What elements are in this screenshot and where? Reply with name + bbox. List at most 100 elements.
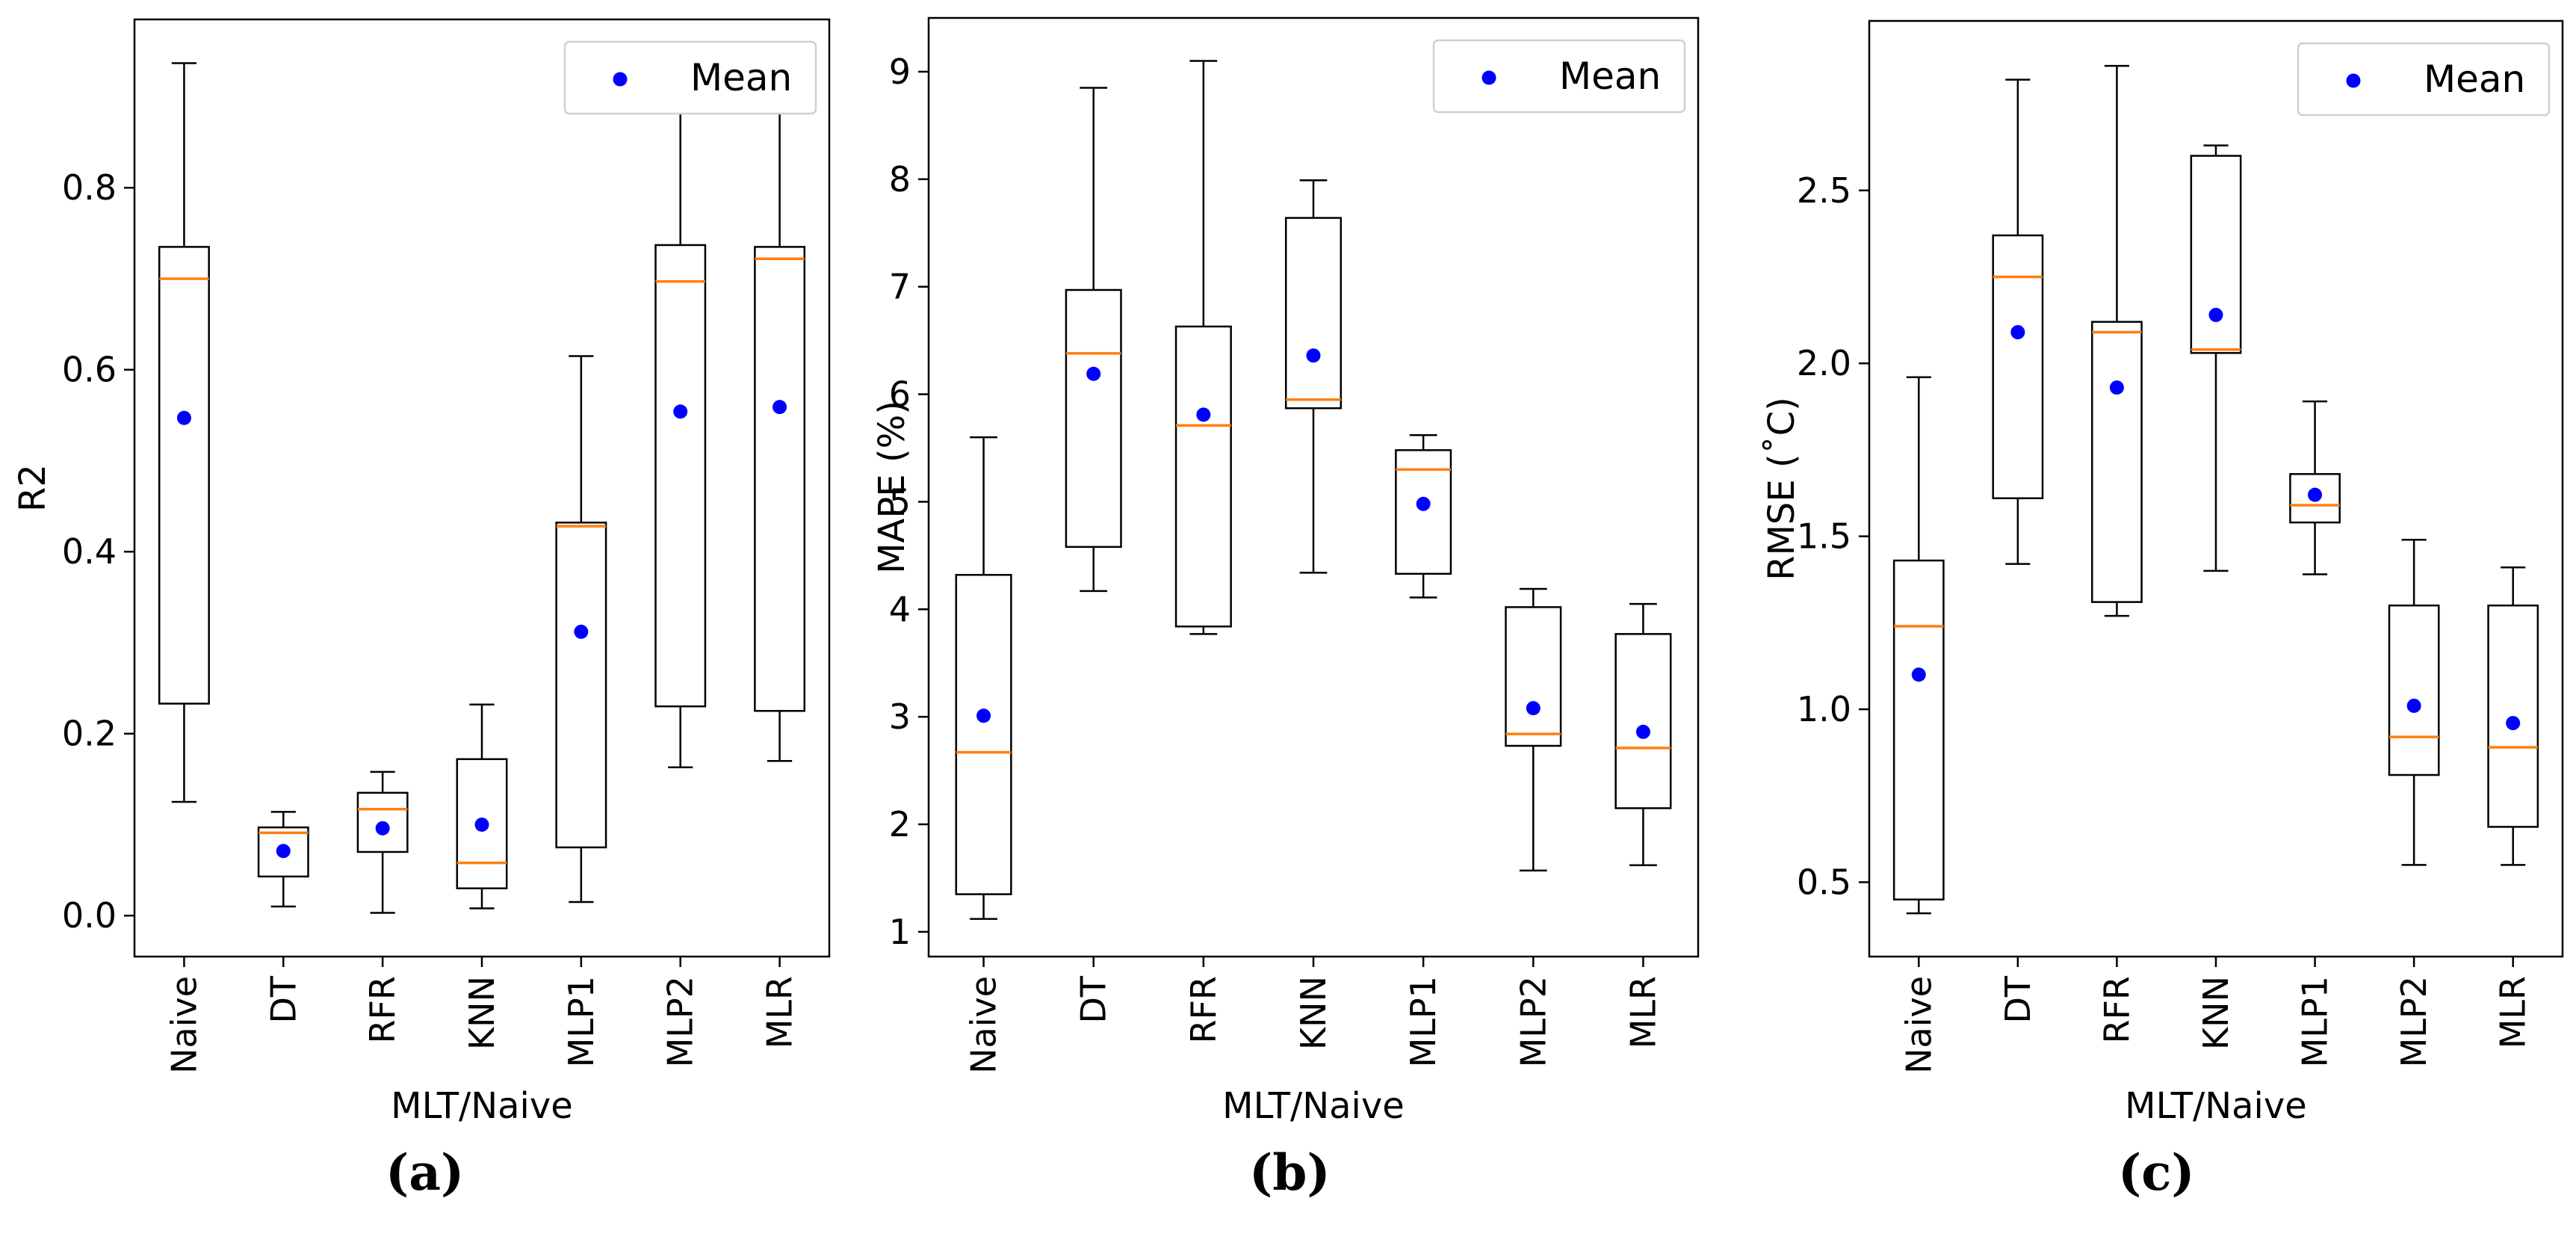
iqr-box <box>1174 325 1232 628</box>
x-tick-label: MLP2 <box>1513 976 1553 1067</box>
iqr-box <box>2388 604 2440 776</box>
x-tick-label: MLP2 <box>2394 976 2434 1067</box>
x-tick-label: MLP2 <box>660 976 701 1067</box>
y-tick-label: 1.0 <box>1797 689 1851 729</box>
box-rfr <box>1174 60 1232 635</box>
iqr-box <box>654 244 707 708</box>
y-tick-label: 0.2 <box>62 714 117 754</box>
iqr-box <box>555 522 607 849</box>
mean-marker <box>1306 348 1321 363</box>
chart-panel-2: 1 2 3 4 5 6 7 8 9 Naive DT RFR KNN MLP1 MLP2 MLR MLT/Nai… <box>871 16 1700 1127</box>
y-tick-label: 3 <box>889 697 911 737</box>
legend-label: Mean <box>2424 58 2525 101</box>
box-rfr <box>356 770 409 914</box>
mean-marker <box>474 817 489 832</box>
x-tick-label: KNN <box>2196 976 2236 1050</box>
legend-mean-marker <box>2346 73 2361 88</box>
box-mlr <box>754 56 806 762</box>
y-tick-label: 8 <box>889 159 911 200</box>
y-tick-label: 0.4 <box>62 531 117 572</box>
mean-marker <box>2308 487 2323 502</box>
box-naive <box>955 436 1012 920</box>
y-tick-label: 9 <box>889 52 911 92</box>
y-tick-label: 0.0 <box>62 895 117 936</box>
y-tick-label: 4 <box>889 589 911 629</box>
x-tick-label: KNN <box>462 976 502 1050</box>
y-tick-label: 6 <box>889 374 911 415</box>
y-axis-label: R2 <box>12 464 54 512</box>
iqr-box <box>2487 604 2539 828</box>
chart-panel-1: 0.0 0.2 0.4 0.6 0.8 Naive DT RFR KNN MLP1 MLP2 MLR M… <box>12 18 831 1127</box>
mean-marker <box>673 404 688 419</box>
mean-marker <box>1911 667 1926 682</box>
y-tick-label: 2 <box>889 804 911 844</box>
box-mlr <box>2487 566 2539 866</box>
y-tick-label: 2.0 <box>1797 343 1851 383</box>
x-tick-label: MLP1 <box>561 976 601 1067</box>
x-tick-label: MLR <box>2493 976 2533 1048</box>
iqr-box <box>2190 155 2242 354</box>
mean-marker <box>2109 380 2124 395</box>
x-tick-label: Naive <box>964 976 1004 1074</box>
x-tick-label: DT <box>263 975 303 1023</box>
box-knn <box>456 703 508 909</box>
box-mlp2 <box>1505 587 1562 872</box>
panel-label-b: (b) <box>1249 1143 1331 1202</box>
legend-mean-marker <box>613 72 628 87</box>
mean-marker <box>773 400 787 415</box>
x-tick-label: MLR <box>760 976 800 1048</box>
mean-marker <box>375 821 390 836</box>
x-tick-label: RFR <box>362 976 403 1043</box>
panel-label-a: (a) <box>386 1143 465 1202</box>
legend-frame <box>2297 42 2551 117</box>
panel-label-c: (c) <box>2118 1143 2195 1202</box>
box-rfr <box>2091 64 2143 617</box>
box-mlp1 <box>555 355 607 904</box>
y-tick-label: 2.5 <box>1797 170 1851 211</box>
mean-marker <box>2406 698 2421 713</box>
mean-marker <box>1635 724 1650 739</box>
x-tick-label: DT <box>1074 975 1114 1023</box>
iqr-box <box>356 791 409 853</box>
y-tick-label: 1 <box>889 912 911 952</box>
box-mlr <box>1614 602 1672 866</box>
box-knn <box>1284 179 1343 574</box>
y-tick-label: 0.6 <box>62 350 117 390</box>
iqr-box <box>2091 321 2143 603</box>
mean-marker <box>176 410 191 425</box>
x-tick-label: Naive <box>164 976 204 1074</box>
y-tick-label: 5 <box>889 481 911 522</box>
iqr-box <box>1065 288 1122 549</box>
iqr-box <box>158 246 210 705</box>
axes-frame <box>133 18 831 958</box>
legend: Mean <box>1432 39 1686 114</box>
y-tick-label: 0.8 <box>62 167 117 208</box>
x-tick-label: KNN <box>1293 976 1334 1050</box>
iqr-box <box>1505 606 1562 747</box>
iqr-box <box>456 758 508 889</box>
box-mlp1 <box>2289 400 2341 575</box>
mean-marker <box>1416 496 1431 511</box>
mean-marker <box>1086 366 1101 381</box>
x-tick-label: MLP1 <box>1403 976 1443 1067</box>
y-tick-label: 1.5 <box>1797 516 1851 557</box>
mean-marker <box>2010 325 2025 340</box>
mean-marker <box>1196 407 1211 422</box>
x-tick-label: DT <box>1998 975 2038 1023</box>
x-tick-label: RFR <box>1183 976 1224 1043</box>
box-mlp2 <box>654 56 707 769</box>
legend: Mean <box>2297 42 2551 117</box>
mean-marker <box>976 708 991 723</box>
mean-marker <box>574 624 589 639</box>
y-axis-label: RMSE (˚C) <box>1761 397 1803 581</box>
chart-panel-3: 0.5 1.0 1.5 2.0 2.5 Naive DT RFR KNN MLP1 MLP2 MLR M… <box>1761 19 2564 1127</box>
iqr-box <box>955 574 1012 895</box>
iqr-box <box>2289 473 2341 524</box>
mean-marker <box>1526 701 1541 716</box>
box-naive <box>1892 376 1945 915</box>
legend-frame <box>1432 39 1686 114</box>
x-axis-label: MLT/Naive <box>2125 1085 2307 1127</box>
x-tick-label: MLP1 <box>2295 976 2335 1067</box>
y-tick-label: 7 <box>889 267 911 307</box>
